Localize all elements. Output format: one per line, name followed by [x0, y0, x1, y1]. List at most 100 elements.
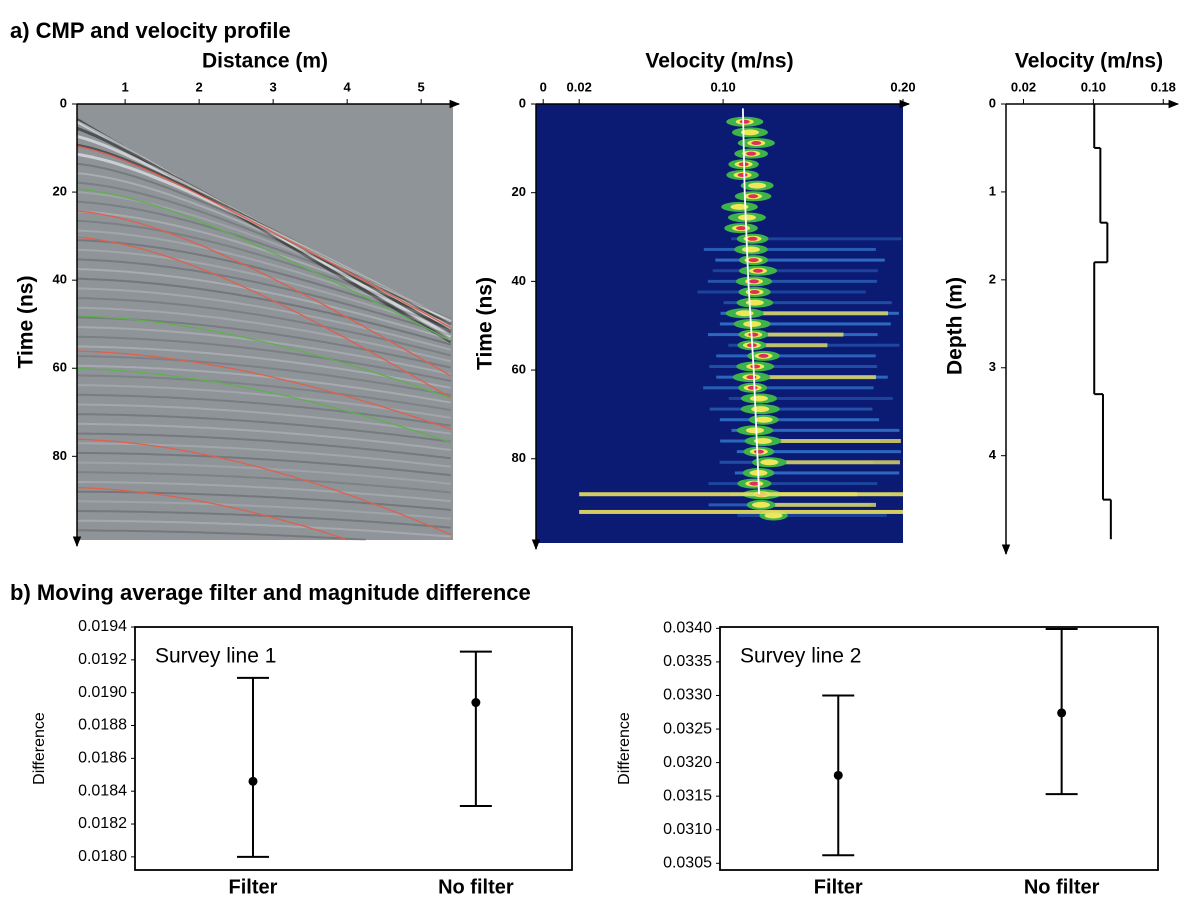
semblance-blob — [737, 214, 756, 221]
y-tick-label: 0.0340 — [663, 620, 712, 637]
x-tick-label: 0 — [540, 79, 547, 94]
annotation: Survey line 2 — [740, 645, 861, 668]
semblance-streak — [708, 482, 878, 486]
semblance-blob — [737, 172, 748, 177]
semblance-streak — [731, 237, 902, 241]
semblance-blob — [743, 320, 762, 327]
seismic-event — [76, 268, 452, 341]
y-tick-label: 0 — [519, 95, 526, 110]
y-tick-label: 0.0180 — [78, 848, 127, 865]
y-tick-label: 0.0305 — [663, 855, 712, 872]
y-tick-label: 0.0310 — [663, 821, 712, 838]
y-tick-label: 0.0186 — [78, 750, 127, 767]
semblance-streak — [723, 301, 892, 305]
x-tick-label: No filter — [438, 876, 514, 898]
picked-event — [76, 486, 348, 541]
seismic-event — [76, 248, 452, 333]
mean-point — [471, 698, 481, 708]
seismic-event — [77, 413, 451, 443]
semblance-streak — [728, 396, 893, 400]
x-tick-label: 0.02 — [567, 79, 592, 94]
y-tick-label: 0 — [989, 95, 996, 110]
picked-event — [76, 367, 452, 444]
y-tick-label: 0.0315 — [663, 787, 712, 804]
y-axis-label: Time (ns) — [474, 277, 497, 370]
x-tick-label: 4 — [344, 79, 352, 94]
seismic-image — [77, 104, 453, 540]
semblance-streak — [736, 450, 901, 454]
semblance-streak — [737, 514, 887, 518]
x-tick-label: 0.02 — [1011, 79, 1036, 94]
semblance-streak — [709, 365, 878, 369]
semblance-blob — [740, 129, 759, 136]
semblance-blob — [749, 395, 768, 402]
seismic-event — [77, 500, 451, 520]
seismic-event — [76, 200, 452, 320]
semblance-blob — [764, 512, 783, 519]
seismic-event — [76, 287, 452, 351]
y-tick-label: 1 — [989, 183, 996, 198]
mean-point — [248, 776, 258, 786]
seismic-event — [76, 172, 452, 320]
y-tick-label: 0.0325 — [663, 720, 712, 737]
semblance-blob — [751, 406, 770, 413]
semblance-blob — [739, 119, 750, 124]
seismic-event — [76, 335, 452, 382]
semblance-streak — [716, 354, 876, 358]
seismic-event — [76, 432, 451, 460]
x-tick-label: 3 — [270, 79, 277, 94]
x-axis-label: Velocity (m/ns) — [1015, 50, 1163, 73]
semblance-streak — [707, 279, 877, 283]
picked-event — [76, 438, 452, 536]
seismic-event — [77, 519, 451, 538]
semblance-streak — [751, 343, 828, 348]
semblance-blob — [753, 449, 764, 454]
semblance-blob — [736, 226, 747, 231]
seismic-event — [76, 239, 452, 329]
semblance-streak — [751, 375, 876, 380]
y-tick-label: 0.0330 — [663, 687, 712, 704]
y-tick-label: 3 — [989, 359, 996, 374]
x-tick-label: No filter — [1024, 876, 1100, 898]
seismic-event — [76, 181, 452, 319]
semblance-blob — [753, 438, 772, 445]
y-tick-label: 0.0182 — [78, 815, 127, 832]
semblance-blob — [752, 501, 771, 508]
semblance-blob — [748, 182, 767, 189]
seismic-event — [77, 403, 451, 435]
semblance-blob — [749, 290, 760, 295]
semblance-blob — [748, 194, 759, 199]
semblance-streak — [709, 407, 873, 411]
y-tick-label: 0.0188 — [78, 717, 127, 734]
x-tick-label: 0.18 — [1151, 79, 1176, 94]
annotation: Survey line 1 — [155, 645, 276, 668]
semblance-blob — [745, 299, 764, 306]
y-tick-label: 0.0194 — [78, 618, 127, 635]
y-tick-label: 60 — [512, 361, 526, 376]
section-heading: a) CMP and velocity profile — [10, 18, 291, 43]
seismic-event — [77, 529, 366, 541]
seismic-event — [76, 258, 452, 337]
picked-event — [76, 236, 452, 399]
x-tick-label: 2 — [196, 79, 203, 94]
y-tick-label: 40 — [53, 272, 67, 287]
semblance-streak — [769, 460, 900, 465]
semblance-streak — [579, 509, 903, 514]
semblance-streak — [734, 471, 900, 475]
semblance-blob — [758, 353, 769, 358]
y-tick-label: 0.0320 — [663, 754, 712, 771]
seismic-event — [76, 480, 451, 503]
semblance-streak — [731, 428, 900, 432]
semblance-streak — [703, 247, 876, 251]
seismic-event — [77, 355, 451, 397]
y-tick-label: 0.0190 — [78, 684, 127, 701]
semblance-blob — [730, 203, 749, 210]
semblance-streak — [712, 269, 878, 273]
y-tick-label: 80 — [53, 448, 67, 463]
semblance-blob — [754, 416, 773, 423]
x-tick-label: Filter — [814, 876, 863, 898]
semblance-streak — [762, 439, 901, 444]
seismic-event — [76, 422, 451, 451]
